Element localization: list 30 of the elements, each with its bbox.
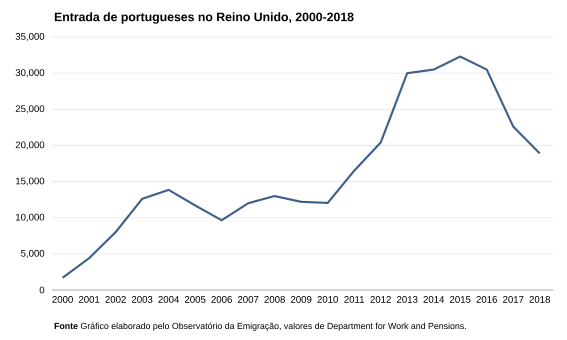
x-tick-label: 2008: [264, 296, 285, 303]
x-tick-label: 2003: [132, 296, 152, 303]
x-tick-label: 2002: [105, 296, 126, 303]
x-tick-label: 2015: [450, 296, 470, 303]
x-tick-label: 2001: [78, 296, 100, 303]
x-tick-label: 2007: [238, 296, 258, 303]
x-tick-label: 2017: [503, 296, 524, 303]
y-tick-label: 0: [40, 286, 44, 294]
y-tick-label: 25,000: [16, 105, 44, 114]
text: Fonte Gráfico elaborado pelo Observatório da Emigração, valores de Department for Work and Pensions.: [54, 322, 466, 331]
x-tick-label: 2012: [370, 296, 391, 303]
x-tick-label: 2005: [184, 296, 206, 303]
x-tick-label: 2004: [158, 296, 180, 303]
x-tick-label: 2014: [424, 296, 444, 303]
y-tick-label: 5,000: [20, 250, 44, 258]
x-tick-label: 2016: [476, 296, 497, 303]
x-tick-label: 2000: [52, 296, 73, 303]
y-tick-label: 10,000: [16, 214, 44, 222]
x-tick-label: 2011: [344, 296, 364, 303]
line-series: [62, 55, 541, 279]
x-tick-label: 2013: [397, 296, 418, 303]
y-tick-label: 15,000: [16, 178, 44, 186]
x-tick-label: 2006: [211, 296, 232, 303]
x-tick-label: 2018: [530, 296, 550, 303]
y-tick-label: 30,000: [16, 69, 44, 78]
x-tick-label: 2010: [317, 296, 338, 303]
y-tick-label: 20,000: [16, 141, 44, 150]
x-tick-label: 2009: [290, 296, 312, 303]
y-tick-label: 35,000: [16, 33, 44, 41]
chart-title: Entrada de portugueses no Reino Unido, 2000-2018: [54, 12, 354, 24]
